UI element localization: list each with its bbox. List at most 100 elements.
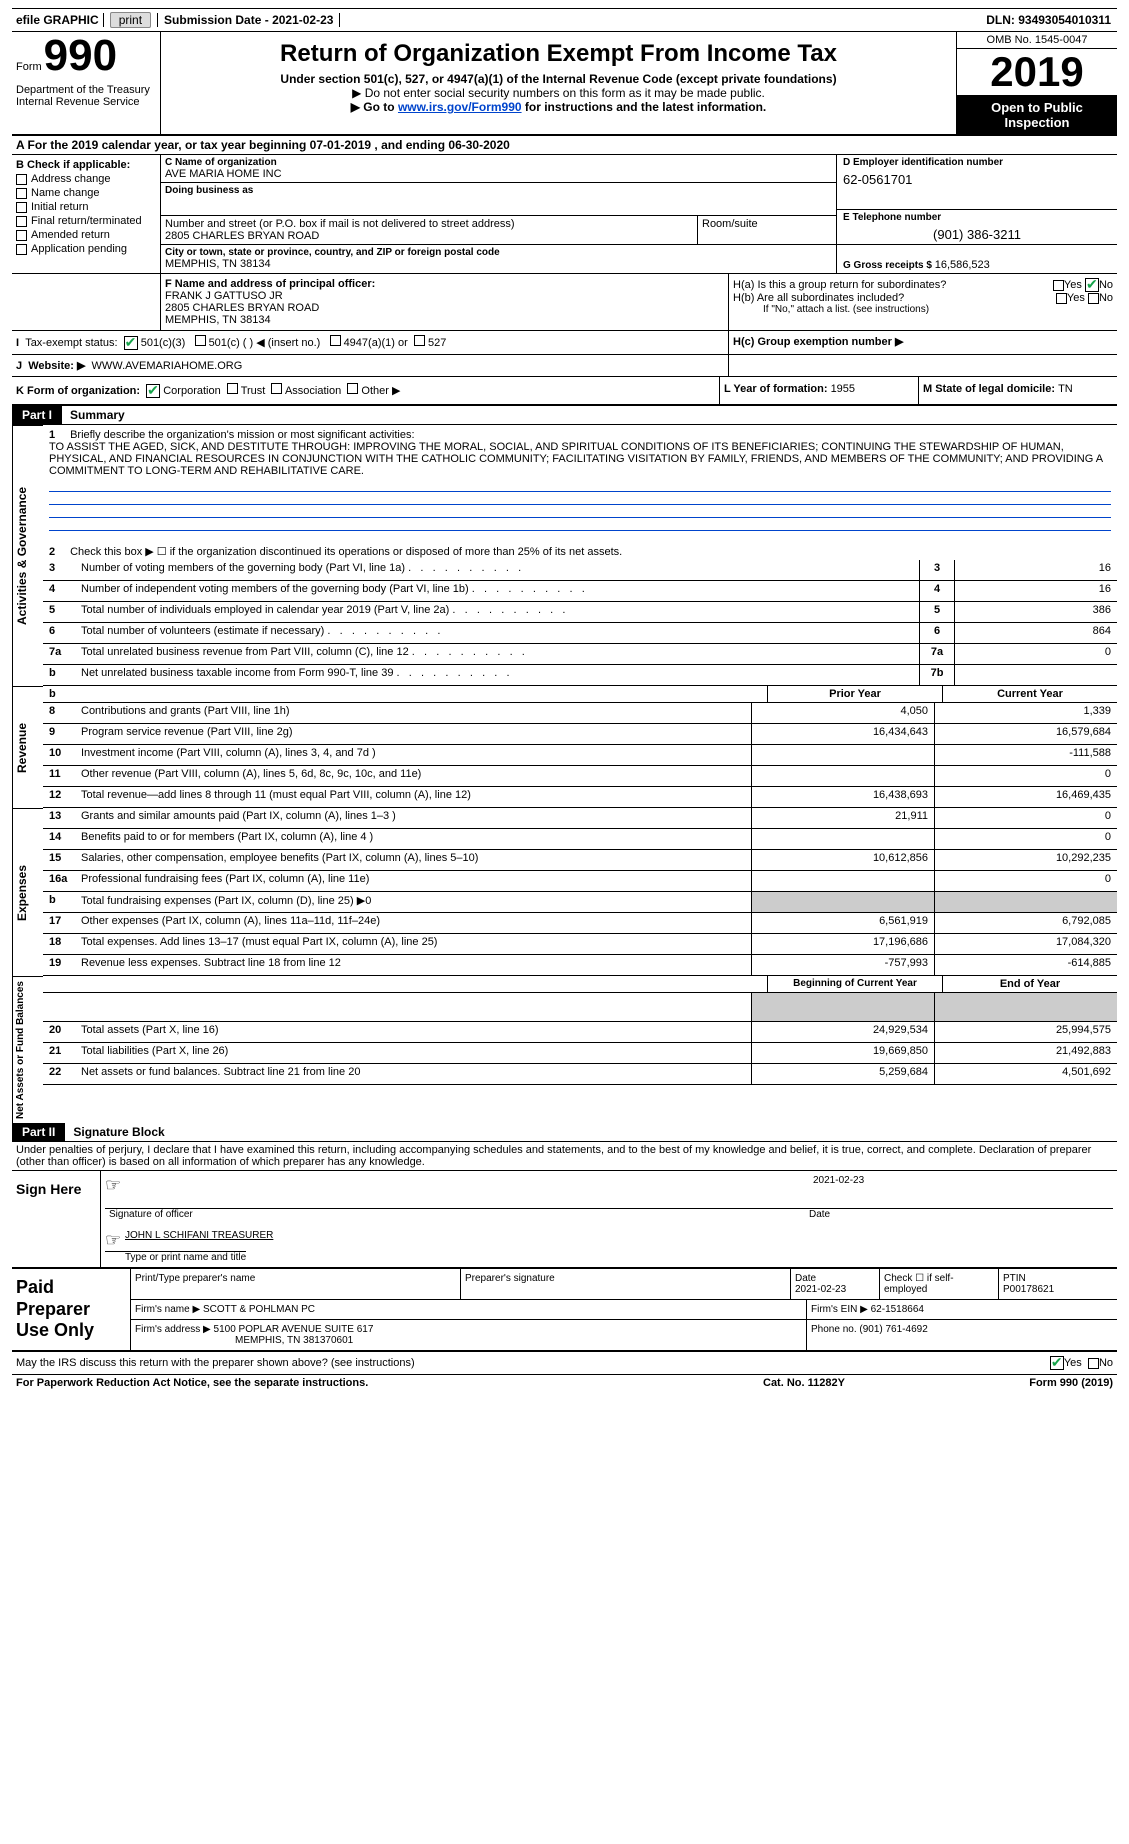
firm-phone-value: (901) 761-4692 [859, 1324, 927, 1335]
firm-phone: Phone no. (901) 761-4692 [807, 1320, 1117, 1350]
part-1-header: Part I Summary [12, 406, 1117, 425]
current-year-value: 4,501,692 [934, 1064, 1117, 1084]
cell-value: 386 [955, 602, 1117, 622]
chk-final-return[interactable]: Final return/terminated [16, 215, 156, 227]
checkbox-icon[interactable] [195, 335, 206, 346]
section-b-c-d: B Check if applicable: Address change Na… [12, 155, 1117, 274]
current-year-value: -614,885 [934, 955, 1117, 975]
penalty-statement: Under penalties of perjury, I declare th… [12, 1142, 1117, 1171]
city-label: City or town, state or province, country… [165, 247, 832, 258]
subdate-label: Submission Date - [164, 13, 272, 27]
table-row: 6 Total number of volunteers (estimate i… [43, 623, 1117, 644]
blue-rule [49, 505, 1111, 518]
addr-value: 2805 CHARLES BRYAN ROAD [165, 230, 693, 242]
mission-label: Briefly describe the organization's miss… [70, 429, 414, 441]
current-year-value: 1,339 [934, 703, 1117, 723]
checkbox-icon[interactable] [1088, 1358, 1099, 1369]
ptin-label: PTIN [1003, 1273, 1026, 1284]
paid-preparer-fields: Print/Type preparer's name Preparer's si… [130, 1269, 1117, 1350]
line-number: 21 [43, 1043, 77, 1063]
chk-address-change[interactable]: Address change [16, 173, 156, 185]
side-label-governance: Activities & Governance [12, 425, 43, 686]
line-text: Number of voting members of the governin… [77, 560, 919, 580]
chk-amended-return[interactable]: Amended return [16, 229, 156, 241]
prep-name-label: Print/Type preparer's name [135, 1273, 456, 1284]
line-text: Total number of individuals employed in … [77, 602, 919, 622]
table-row: 20 Total assets (Part X, line 16) 24,929… [43, 1022, 1117, 1043]
row-l: L Year of formation: 1955 [719, 377, 918, 404]
hb-note: If "No," attach a list. (see instruction… [733, 304, 1113, 315]
table-row: 7a Total unrelated business revenue from… [43, 644, 1117, 665]
chk-name-change[interactable]: Name change [16, 187, 156, 199]
chk-label: Initial return [31, 201, 88, 213]
checkbox-icon[interactable] [1053, 280, 1064, 291]
firm-addr-value: 5100 POPLAR AVENUE SUITE 617 [214, 1324, 374, 1335]
chk-initial-return[interactable]: Initial return [16, 201, 156, 213]
chk-application-pending[interactable]: Application pending [16, 243, 156, 255]
checkbox-checked-icon[interactable] [124, 336, 138, 350]
checkbox-icon[interactable] [271, 383, 282, 394]
opt-501c3: 501(c)(3) [141, 337, 186, 349]
current-year-value: 16,469,435 [934, 787, 1117, 807]
line-text: Number of independent voting members of … [77, 581, 919, 601]
opt-527: 527 [428, 337, 446, 349]
cell-value: 16 [955, 581, 1117, 601]
ty-a: A For the 2019 calendar year, or tax yea… [16, 138, 310, 152]
box-c: C Name of organization AVE MARIA HOME IN… [161, 155, 836, 273]
line-2-text: Check this box ▶ ☐ if the organization d… [70, 546, 622, 558]
firm-ein: Firm's EIN ▶ 62-1518664 [807, 1300, 1117, 1319]
discuss-text: May the IRS discuss this return with the… [16, 1357, 1050, 1369]
row-i: I Tax-exempt status: 501(c)(3) 501(c) ( … [12, 331, 728, 354]
checkbox-icon[interactable] [330, 335, 341, 346]
sig-line-1: Signature of officer Date [105, 1208, 1113, 1220]
print-button[interactable]: print [110, 12, 151, 28]
checkbox-icon[interactable] [1088, 293, 1099, 304]
prior-year-value: 5,259,684 [751, 1064, 934, 1084]
checkbox-checked-icon[interactable] [1085, 278, 1099, 292]
firm-ein-value: 62-1518664 [871, 1304, 924, 1315]
form-header: Form 990 Department of the Treasury Inte… [12, 32, 1117, 136]
prior-year-value [751, 892, 934, 912]
line-text: Total assets (Part X, line 16) [77, 1022, 751, 1042]
prior-year-value: 10,612,856 [751, 850, 934, 870]
expenses-block: Expenses 13 Grants and similar amounts p… [12, 808, 1117, 976]
line-number: b [43, 665, 77, 685]
ha-label: H(a) Is this a group return for subordin… [733, 279, 1053, 291]
street-address: Number and street (or P.O. box if mail i… [161, 216, 697, 245]
ty-end: 06-30-2020 [448, 138, 509, 152]
org-name-row: C Name of organization AVE MARIA HOME IN… [161, 155, 836, 183]
prior-year-value [751, 745, 934, 765]
form-page-label: Form 990 (2019) [963, 1377, 1113, 1389]
checkbox-checked-icon[interactable] [146, 384, 160, 398]
signature-fields: ☞ 2021-02-23 Signature of officer Date ☞… [100, 1171, 1117, 1267]
prior-year-value: 21,911 [751, 808, 934, 828]
dln: DLN: 93493054010311 [980, 13, 1117, 27]
year-formation-label: L Year of formation: [724, 383, 831, 395]
rev-head-spacer: b [43, 686, 767, 702]
prior-year-value: 16,434,643 [751, 724, 934, 744]
checkbox-icon[interactable] [347, 383, 358, 394]
line-number: 14 [43, 829, 77, 849]
discuss-row: May the IRS discuss this return with the… [12, 1352, 1117, 1375]
officer-addr2: MEMPHIS, TN 38134 [165, 314, 724, 326]
checkbox-icon[interactable] [1056, 293, 1067, 304]
row-j: J Website: ▶ WWW.AVEMARIAHOME.ORG [12, 355, 1117, 377]
hc-label: H(c) Group exemption number ▶ [733, 336, 903, 348]
prior-year-label: Prior Year [767, 686, 942, 702]
line-text: Salaries, other compensation, employee b… [77, 850, 751, 870]
irs-link[interactable]: www.irs.gov/Form990 [398, 100, 522, 114]
current-year-value: 0 [934, 871, 1117, 891]
mission-row: 1 Briefly describe the organization's mi… [43, 425, 1117, 479]
checkbox-checked-icon[interactable] [1050, 1356, 1064, 1370]
firm-ein-label: Firm's EIN ▶ [811, 1304, 871, 1315]
current-year-value: 21,492,883 [934, 1043, 1117, 1063]
opt-4947: 4947(a)(1) or [344, 337, 408, 349]
cell-value [955, 665, 1117, 685]
form-subtitle-1: Under section 501(c), 527, or 4947(a)(1)… [165, 72, 952, 86]
table-row: 21 Total liabilities (Part X, line 26) 1… [43, 1043, 1117, 1064]
checkbox-icon[interactable] [227, 383, 238, 394]
table-row: 13 Grants and similar amounts paid (Part… [43, 808, 1117, 829]
blue-rule [49, 492, 1111, 505]
side-label-revenue: Revenue [12, 686, 43, 808]
checkbox-icon[interactable] [414, 335, 425, 346]
